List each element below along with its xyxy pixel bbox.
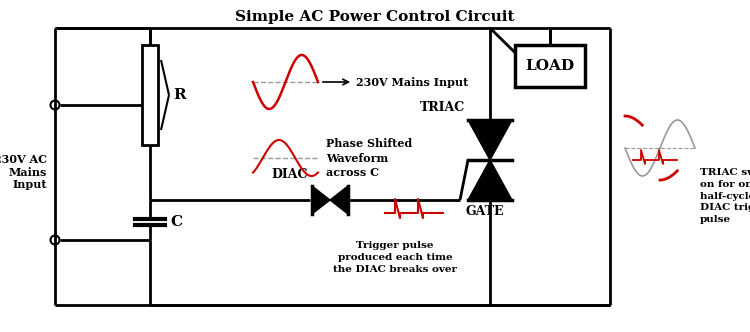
- Polygon shape: [468, 160, 512, 200]
- Polygon shape: [312, 186, 330, 214]
- Text: 230V AC
Mains
Input: 230V AC Mains Input: [0, 154, 47, 190]
- Text: GATE: GATE: [465, 205, 503, 218]
- Text: 230V Mains Input: 230V Mains Input: [356, 76, 468, 88]
- Text: R: R: [173, 88, 186, 102]
- Text: TRIAC switched
on for only part of
half-cycle by each
DIAC trigger
pulse: TRIAC switched on for only part of half-…: [700, 168, 750, 224]
- Polygon shape: [468, 120, 512, 160]
- Text: Trigger pulse
produced each time
the DIAC breaks over: Trigger pulse produced each time the DIA…: [333, 241, 457, 274]
- Polygon shape: [330, 186, 348, 214]
- Bar: [515, 45, 585, 87]
- Text: DIAC: DIAC: [272, 168, 308, 181]
- Text: Simple AC Power Control Circuit: Simple AC Power Control Circuit: [236, 10, 514, 24]
- Bar: [142, 45, 158, 145]
- Text: Phase Shifted
Waveform
across C: Phase Shifted Waveform across C: [326, 138, 412, 178]
- Text: C: C: [170, 215, 182, 229]
- Text: LOAD: LOAD: [526, 59, 574, 73]
- Text: TRIAC: TRIAC: [420, 101, 465, 114]
